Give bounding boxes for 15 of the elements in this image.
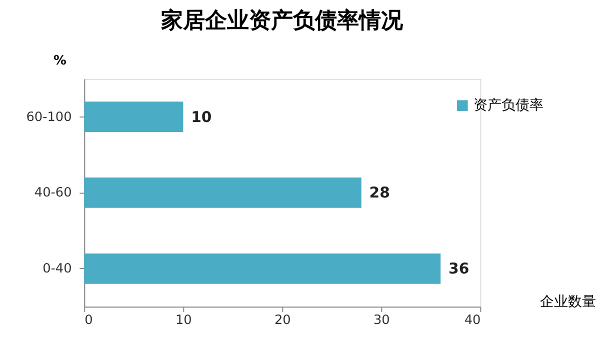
x-tick-label: 10 [175, 312, 192, 328]
data-label: 36 [448, 260, 470, 278]
x-tick-label: 0 [84, 312, 93, 328]
x-tick-label: 30 [373, 312, 390, 328]
x-tick-label: 20 [274, 312, 291, 328]
data-label: 28 [369, 184, 390, 202]
x-tick-label: 40 [464, 312, 481, 328]
data-label: 10 [191, 108, 212, 126]
y-axis-title: % [53, 54, 66, 69]
y-tick-label: 40-60 [34, 186, 72, 201]
x-axis-title: 企业数量 [540, 294, 596, 310]
y-tick-label: 60-100 [26, 110, 72, 125]
chart-title: 家居企业资产负债率情况 [160, 7, 404, 34]
y-tick-label: 0-40 [42, 262, 72, 277]
legend-label: 资产负债率 [473, 98, 544, 114]
